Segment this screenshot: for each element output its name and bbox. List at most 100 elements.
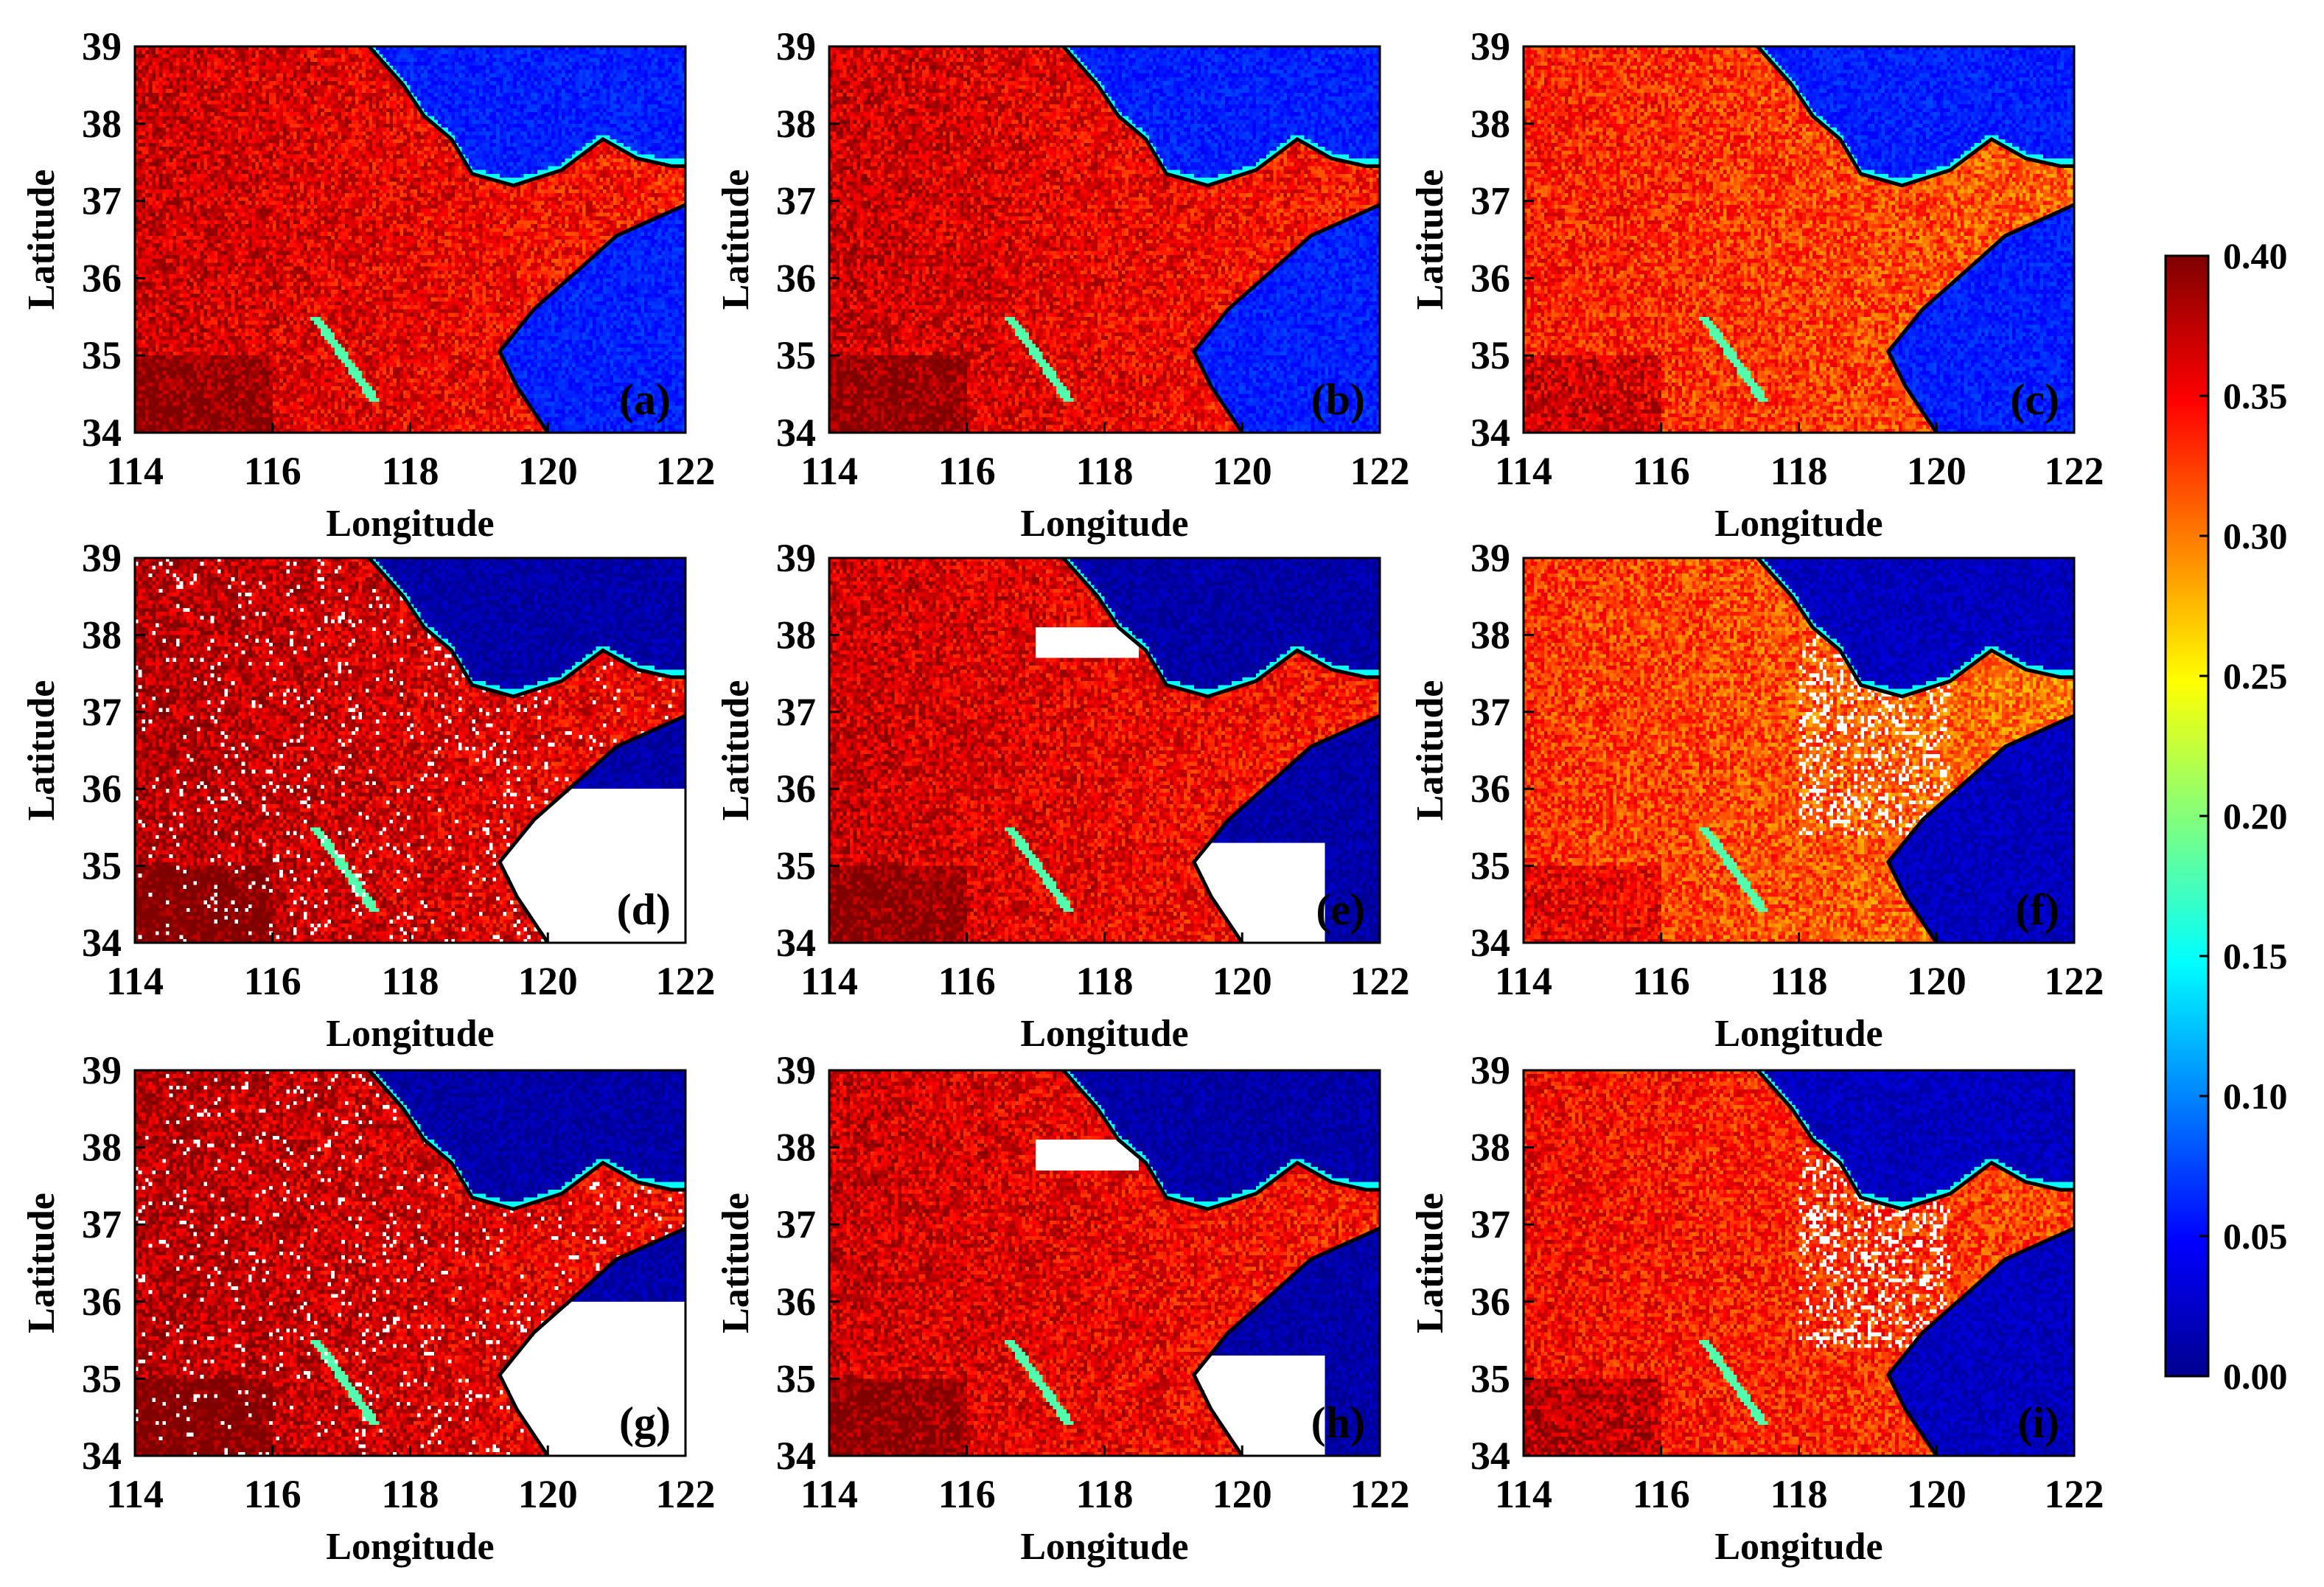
- panel-tag: (b): [1311, 375, 1365, 424]
- x-tick-label: 118: [381, 959, 439, 1003]
- x-axis-title: Longitude: [326, 1526, 494, 1568]
- coastline-south: [497, 203, 687, 434]
- x-tick-label: 122: [1350, 1472, 1410, 1516]
- colorbar: 0.00 0.05 0.10 0.15 0.20 0.25 0.30 0.35 0.40: [2164, 235, 2288, 1397]
- y-tick-label: 37: [776, 179, 816, 223]
- panel-tag: (a): [619, 375, 671, 424]
- y-tick-label: 34: [776, 1434, 816, 1478]
- y-tick-label: 35: [1470, 1356, 1510, 1401]
- y-tick-label: 35: [82, 844, 122, 888]
- x-tick-label: 114: [800, 959, 858, 1003]
- x-tick-label: 122: [2045, 449, 2104, 493]
- panel-tag: (h): [1311, 1398, 1365, 1447]
- x-tick-label: 116: [244, 959, 301, 1003]
- x-tick-label: 120: [518, 449, 578, 493]
- heatmap-raster: [1524, 46, 2074, 433]
- heatmap-raster: [1524, 558, 2074, 943]
- x-tick-label: 116: [1633, 959, 1690, 1003]
- x-tick-label: 114: [1495, 959, 1552, 1003]
- x-tick-label: 118: [1770, 449, 1827, 493]
- y-axis-title: Latitude: [1409, 1193, 1451, 1333]
- x-axis-title: Longitude: [326, 1013, 494, 1055]
- panel-e: 114 116 118 120 122 34 35 36 37 38 39 Longitude Lati…: [715, 536, 1410, 1055]
- x-tick-label: 118: [381, 449, 439, 493]
- x-tick-label: 116: [244, 1472, 301, 1516]
- coastline-north: [367, 45, 685, 188]
- y-tick-label: 35: [82, 1356, 122, 1401]
- x-tick-label: 114: [106, 449, 164, 493]
- x-tick-label: 120: [1212, 959, 1272, 1003]
- y-tick-label: 37: [1470, 1202, 1510, 1246]
- panel-tag: (e): [1316, 885, 1365, 934]
- x-tick-label: 120: [1907, 1472, 1967, 1516]
- x-tick-label: 118: [381, 1472, 439, 1516]
- y-tick-label: 34: [1470, 411, 1510, 455]
- y-tick-label: 36: [1470, 256, 1510, 300]
- x-tick-label: 118: [1770, 1472, 1827, 1516]
- heatmap-raster: [829, 558, 1380, 943]
- colorbar-tick-label: 0.40: [2223, 235, 2288, 276]
- y-tick-label: 38: [82, 613, 122, 657]
- y-tick-label: 37: [82, 1202, 122, 1246]
- y-tick-label: 35: [82, 333, 122, 377]
- x-tick-label: 122: [1350, 959, 1410, 1003]
- y-tick-label: 39: [776, 24, 816, 69]
- y-tick-label: 34: [1470, 921, 1510, 965]
- y-tick-label: 38: [1470, 1126, 1510, 1170]
- x-tick-label: 114: [1495, 1472, 1552, 1516]
- x-tick-label: 120: [1212, 1472, 1272, 1516]
- panel-i: 114 116 118 120 122 34 35 36 37 38 39 Longitude Lati…: [1409, 1048, 2104, 1568]
- y-tick-label: 35: [776, 1356, 816, 1401]
- x-tick-label: 122: [656, 1472, 716, 1516]
- y-tick-label: 35: [1470, 333, 1510, 377]
- heatmap-raster: [135, 1070, 685, 1456]
- x-tick-label: 118: [1075, 959, 1133, 1003]
- y-axis-title: Latitude: [715, 680, 757, 821]
- x-tick-label: 114: [800, 449, 858, 493]
- x-tick-label: 122: [2045, 959, 2104, 1003]
- y-tick-label: 34: [776, 411, 816, 455]
- panel-h: 114 116 118 120 122 34 35 36 37 38 39 Longitude Lati…: [715, 1048, 1410, 1568]
- y-axis-title: Latitude: [715, 170, 757, 310]
- x-axis-title: Longitude: [1714, 1526, 1882, 1568]
- y-tick-label: 38: [82, 1126, 122, 1170]
- x-tick-label: 114: [106, 1472, 164, 1516]
- panel-tag: (g): [619, 1398, 671, 1447]
- coastline-north: [1061, 45, 1380, 188]
- y-tick-label: 37: [82, 690, 122, 734]
- coastline-south: [1191, 203, 1381, 434]
- coastline-north: [1061, 1069, 1380, 1211]
- coastline-south: [497, 714, 687, 944]
- y-tick-label: 38: [82, 102, 122, 146]
- colorbar-tick-label: 0.20: [2223, 795, 2288, 837]
- y-tick-label: 36: [82, 767, 122, 811]
- y-axis-title: Latitude: [1409, 680, 1451, 821]
- x-axis-title: Longitude: [326, 503, 494, 545]
- y-tick-label: 37: [776, 690, 816, 734]
- y-tick-label: 39: [1470, 536, 1510, 580]
- x-tick-label: 116: [1633, 449, 1690, 493]
- x-tick-label: 120: [518, 959, 578, 1003]
- x-tick-label: 114: [800, 1472, 858, 1516]
- x-tick-label: 118: [1770, 959, 1827, 1003]
- y-tick-label: 36: [1470, 767, 1510, 811]
- coastline-south: [1191, 1227, 1381, 1457]
- coastline-south: [1885, 203, 2076, 434]
- y-tick-label: 36: [776, 767, 816, 811]
- x-tick-label: 116: [938, 959, 996, 1003]
- x-tick-label: 122: [656, 449, 716, 493]
- y-tick-label: 36: [776, 1280, 816, 1324]
- coastline-north: [367, 557, 685, 699]
- y-tick-label: 36: [82, 1280, 122, 1324]
- heatmap-raster: [1524, 1070, 2074, 1456]
- colorbar-tick-label: 0.05: [2223, 1215, 2288, 1257]
- y-tick-label: 37: [1470, 179, 1510, 223]
- coastline-north: [367, 1069, 685, 1211]
- x-tick-label: 116: [1633, 1472, 1690, 1516]
- x-tick-label: 116: [244, 449, 301, 493]
- y-tick-label: 39: [82, 24, 122, 69]
- x-axis-title: Longitude: [1714, 503, 1882, 545]
- panel-tag: (f): [2015, 885, 2059, 934]
- y-tick-label: 37: [1470, 690, 1510, 734]
- heatmap-raster: [135, 46, 685, 433]
